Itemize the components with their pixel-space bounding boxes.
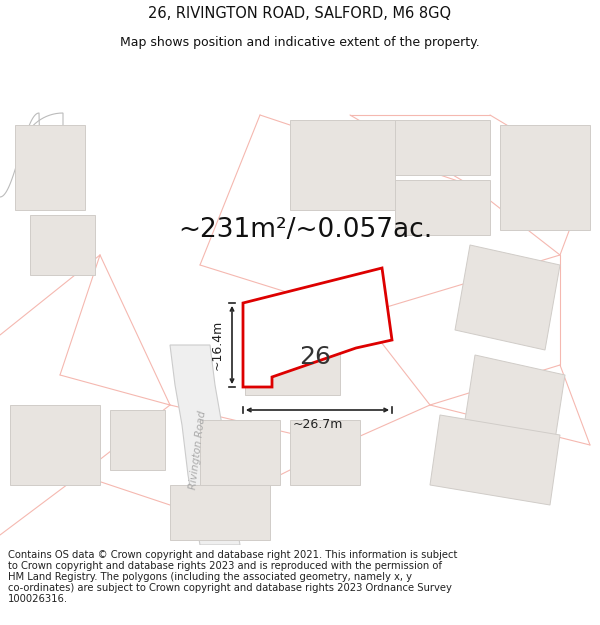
Polygon shape: [455, 245, 560, 350]
Text: 26, RIVINGTON ROAD, SALFORD, M6 8GQ: 26, RIVINGTON ROAD, SALFORD, M6 8GQ: [148, 6, 452, 21]
Polygon shape: [245, 330, 340, 395]
Polygon shape: [170, 345, 240, 545]
Text: HM Land Registry. The polygons (including the associated geometry, namely x, y: HM Land Registry. The polygons (includin…: [8, 572, 412, 582]
Text: 100026316.: 100026316.: [8, 594, 68, 604]
Polygon shape: [15, 125, 85, 210]
Polygon shape: [290, 420, 360, 485]
Text: Contains OS data © Crown copyright and database right 2021. This information is : Contains OS data © Crown copyright and d…: [8, 550, 457, 560]
Polygon shape: [10, 405, 100, 485]
Polygon shape: [465, 355, 565, 440]
Polygon shape: [500, 125, 590, 230]
Polygon shape: [200, 420, 280, 485]
Text: co-ordinates) are subject to Crown copyright and database rights 2023 Ordnance S: co-ordinates) are subject to Crown copyr…: [8, 583, 452, 593]
Text: 26: 26: [299, 345, 331, 369]
Polygon shape: [395, 180, 490, 235]
Polygon shape: [430, 415, 560, 505]
Text: ~16.4m: ~16.4m: [211, 320, 224, 370]
Polygon shape: [290, 120, 395, 210]
Text: Rivington Road: Rivington Road: [188, 410, 208, 490]
Polygon shape: [30, 215, 95, 275]
Text: Map shows position and indicative extent of the property.: Map shows position and indicative extent…: [120, 36, 480, 49]
Polygon shape: [110, 410, 165, 470]
Polygon shape: [395, 120, 490, 175]
Text: ~26.7m: ~26.7m: [292, 418, 343, 431]
Text: ~231m²/~0.057ac.: ~231m²/~0.057ac.: [178, 217, 432, 243]
Polygon shape: [170, 485, 270, 540]
Polygon shape: [243, 268, 392, 387]
Text: to Crown copyright and database rights 2023 and is reproduced with the permissio: to Crown copyright and database rights 2…: [8, 561, 442, 571]
